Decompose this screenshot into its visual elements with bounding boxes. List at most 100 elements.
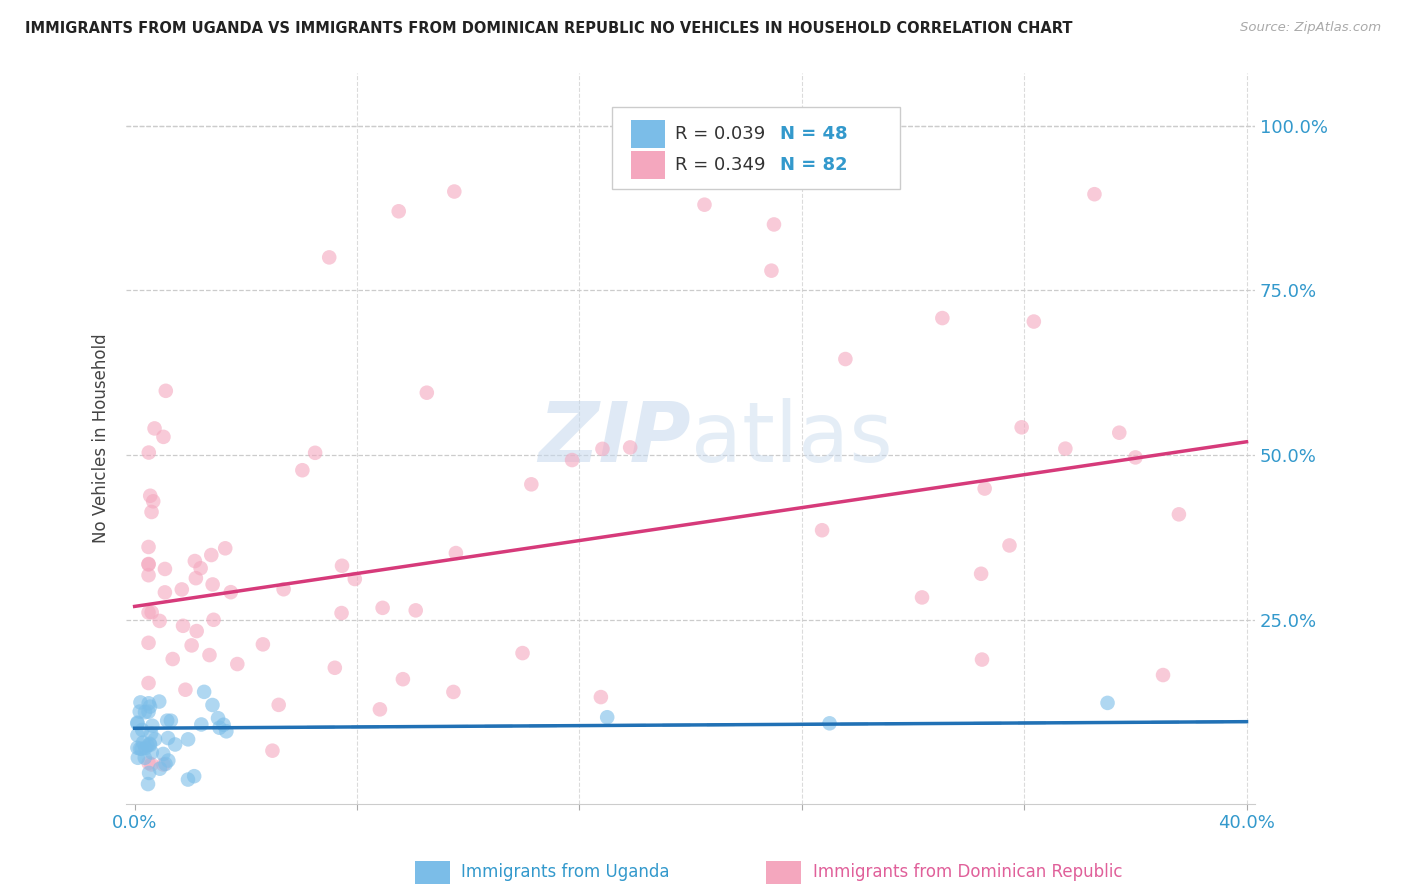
Point: [323, 661, 346, 675]
Point: [226, 657, 249, 671]
Point: [405, 603, 427, 617]
Point: [183, 769, 205, 783]
Point: [208, 721, 231, 735]
Point: [129, 741, 152, 756]
Point: [330, 606, 353, 620]
Point: [811, 523, 834, 537]
Point: [138, 636, 160, 650]
Point: [219, 585, 242, 599]
Point: [1022, 314, 1045, 328]
Point: [174, 682, 197, 697]
Point: [162, 652, 184, 666]
Point: [153, 585, 176, 599]
Point: [184, 554, 207, 568]
Point: [392, 672, 415, 686]
Point: [371, 600, 394, 615]
Point: [416, 385, 439, 400]
Point: [834, 352, 856, 367]
Point: [141, 746, 163, 760]
Point: [134, 705, 156, 719]
Y-axis label: No Vehicles in Household: No Vehicles in Household: [93, 334, 110, 543]
Point: [141, 505, 163, 519]
Point: [931, 311, 953, 326]
Point: [970, 566, 993, 581]
Point: [138, 445, 160, 459]
Point: [761, 263, 783, 277]
Point: [318, 251, 340, 265]
Point: [129, 695, 152, 709]
Point: [138, 676, 160, 690]
Point: [132, 736, 155, 750]
Point: [267, 698, 290, 712]
Point: [207, 711, 229, 725]
Point: [998, 538, 1021, 552]
Point: [127, 716, 149, 731]
Point: [291, 463, 314, 477]
Point: [198, 648, 221, 662]
Text: ZIP: ZIP: [538, 398, 690, 479]
Point: [186, 624, 208, 638]
Point: [273, 582, 295, 597]
Point: [591, 442, 613, 456]
Text: N = 48: N = 48: [780, 125, 848, 143]
Point: [818, 716, 841, 731]
Point: [201, 698, 224, 712]
Point: [202, 613, 225, 627]
Point: [193, 685, 215, 699]
Point: [149, 762, 172, 776]
Text: Immigrants from Dominican Republic: Immigrants from Dominican Republic: [813, 863, 1122, 881]
Point: [139, 489, 162, 503]
Text: Source: ZipAtlas.com: Source: ZipAtlas.com: [1240, 21, 1381, 34]
Point: [152, 430, 174, 444]
Point: [160, 714, 183, 728]
Point: [139, 699, 162, 714]
Text: R = 0.349: R = 0.349: [675, 156, 765, 174]
Point: [444, 546, 467, 560]
Point: [136, 777, 159, 791]
Point: [343, 572, 366, 586]
Point: [127, 715, 149, 730]
Point: [619, 441, 641, 455]
Point: [252, 637, 274, 651]
Point: [134, 741, 156, 756]
Point: [1152, 668, 1174, 682]
Point: [142, 494, 165, 508]
Point: [214, 541, 236, 556]
Point: [157, 754, 180, 768]
Point: [141, 605, 163, 619]
Point: [127, 728, 149, 742]
Point: [262, 744, 284, 758]
Point: [156, 714, 179, 728]
Point: [184, 571, 207, 585]
Point: [155, 384, 177, 398]
Point: [153, 562, 176, 576]
Point: [138, 766, 160, 780]
Point: [149, 614, 172, 628]
Point: [170, 582, 193, 597]
Point: [1125, 450, 1147, 465]
Point: [368, 702, 391, 716]
Point: [139, 738, 162, 752]
Point: [138, 756, 160, 770]
Point: [200, 548, 222, 562]
Point: [138, 737, 160, 751]
Point: [973, 482, 995, 496]
Point: [127, 740, 149, 755]
Point: [138, 557, 160, 571]
Point: [201, 577, 224, 591]
Point: [143, 421, 166, 435]
Text: N = 82: N = 82: [780, 156, 848, 174]
Point: [1054, 442, 1077, 456]
Point: [139, 726, 162, 740]
Point: [155, 757, 177, 772]
Point: [128, 705, 150, 719]
Point: [131, 723, 153, 737]
Point: [138, 540, 160, 554]
Point: [304, 446, 326, 460]
Point: [1011, 420, 1033, 434]
Point: [215, 724, 238, 739]
Point: [1167, 508, 1189, 522]
Point: [177, 772, 200, 787]
Point: [970, 652, 993, 666]
Point: [190, 717, 212, 731]
